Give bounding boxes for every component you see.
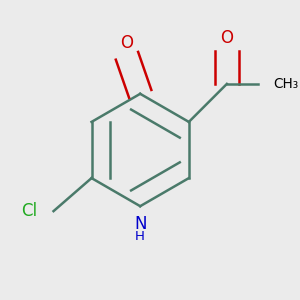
Text: N: N [134, 215, 146, 233]
Text: Cl: Cl [21, 202, 37, 220]
Text: O: O [121, 34, 134, 52]
Text: O: O [220, 29, 233, 47]
Text: CH₃: CH₃ [273, 77, 298, 91]
Text: H: H [135, 230, 145, 243]
